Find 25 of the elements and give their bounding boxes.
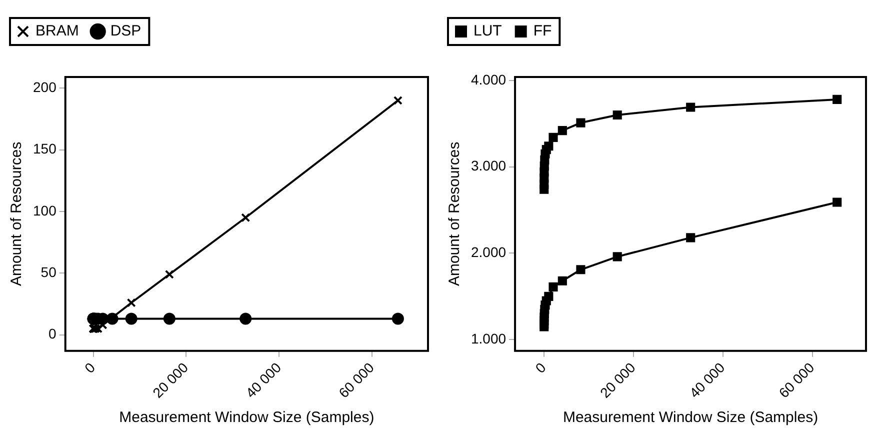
legend-label: FF	[533, 22, 552, 40]
y-tick-label: 3.000	[470, 158, 506, 174]
y-tick-label: 100	[33, 202, 57, 218]
legend-label: DSP	[110, 22, 142, 40]
y-axis-title: Amount of Resources	[446, 142, 464, 286]
legend-label: LUT	[474, 22, 502, 40]
y-axis-title: Amount of Resources	[8, 142, 26, 286]
x-tick-label: 60 000	[776, 359, 818, 401]
x-tick-label: 20 000	[596, 359, 639, 401]
x-tick-label: 40 000	[242, 359, 284, 401]
y-tick-label: 4.000	[470, 71, 506, 88]
x-axis-title: Measurement Window Size (Samples)	[119, 409, 374, 426]
y-tick-label: 2.000	[470, 244, 506, 260]
y-tick-label: 200	[33, 78, 57, 95]
x-tick-label: 60 000	[335, 359, 378, 401]
x-tick-label: 20 000	[149, 359, 192, 401]
x-axis-title: Measurement Window Size (Samples)	[562, 409, 818, 426]
legend-label: BRAM	[36, 22, 79, 40]
y-tick-label: 1.000	[470, 330, 506, 346]
x-tick-label: 0	[81, 359, 98, 376]
x-tick-label: 40 000	[686, 359, 728, 401]
x-tick-label: 0	[532, 359, 550, 376]
y-tick-label: 0	[48, 326, 57, 342]
y-tick-label: 150	[33, 140, 57, 157]
y-tick-label: 50	[40, 264, 57, 280]
